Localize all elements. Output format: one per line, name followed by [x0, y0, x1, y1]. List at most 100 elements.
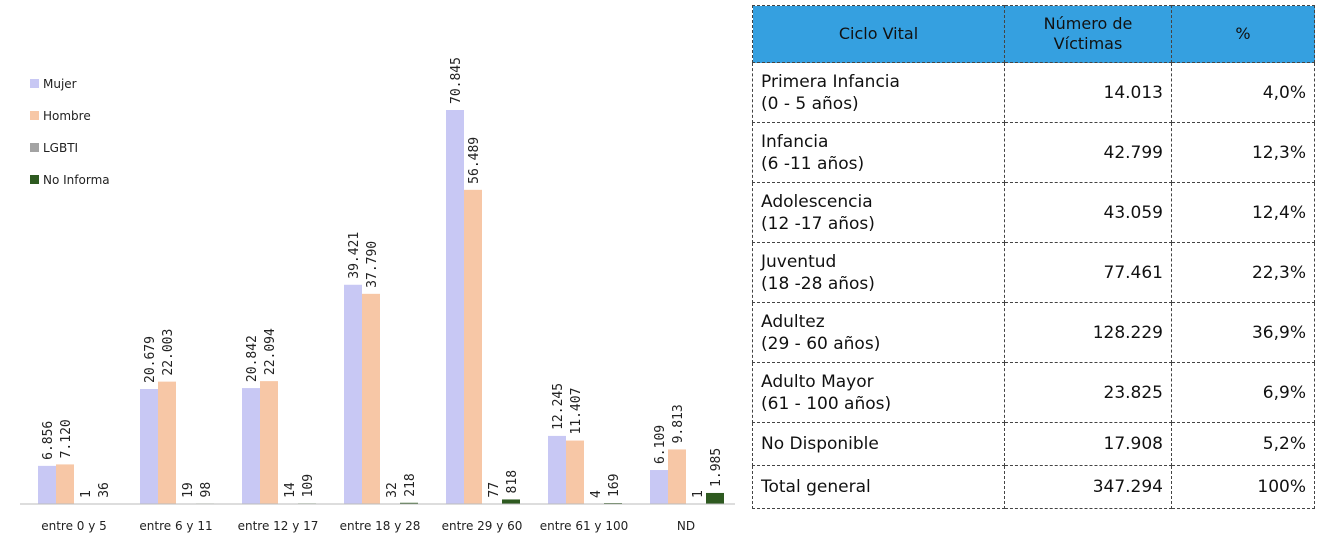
header-cell: Ciclo Vital — [752, 5, 1005, 63]
cell-pct: 12,3% — [1171, 122, 1315, 183]
row-label: No Disponible — [752, 422, 1005, 466]
legend-label: No Informa — [43, 173, 110, 187]
cell-count: 17.908 — [1004, 422, 1172, 466]
table-row: Adulto Mayor (61 - 100 años) 23.825 6,9% — [752, 362, 1315, 423]
bar — [260, 381, 278, 504]
value-label: 14 — [283, 482, 298, 498]
value-label: 7.120 — [59, 419, 74, 458]
age-range: (18 -28 años) — [761, 273, 875, 294]
stage-name: Adulto Mayor — [761, 371, 874, 392]
table-row: Adultez (29 - 60 años) 128.229 36,9% — [752, 302, 1315, 363]
cell-count: 128.229 — [1004, 302, 1172, 363]
value-label: 39.421 — [347, 232, 362, 279]
bar — [56, 464, 74, 504]
bar — [362, 293, 380, 504]
value-label: 218 — [403, 473, 418, 496]
bar — [502, 499, 520, 504]
row-label: Juventud (18 -28 años) — [752, 242, 1005, 303]
bar — [38, 465, 56, 504]
value-label: 6.109 — [653, 425, 668, 464]
table-row: Total general 347.294 100% — [752, 465, 1315, 509]
legend-swatch — [30, 111, 39, 120]
table-row: Adolescencia (12 -17 años) 43.059 12,4% — [752, 182, 1315, 243]
value-label: 36 — [97, 482, 112, 498]
cell-pct: 100% — [1171, 465, 1315, 509]
table-row: Primera Infancia (0 - 5 años) 14.013 4,0% — [752, 62, 1315, 123]
age-range: (12 -17 años) — [761, 213, 875, 234]
value-label: 4 — [589, 490, 604, 498]
stage-name: Primera Infancia — [761, 71, 900, 92]
stage-name: Adolescencia — [761, 191, 873, 212]
stage-name: Adultez — [761, 311, 825, 332]
cell-count: 42.799 — [1004, 122, 1172, 183]
cell-count: 347.294 — [1004, 465, 1172, 509]
x-tick-label: entre 18 y 28 — [340, 519, 421, 533]
value-label: 32 — [385, 482, 400, 498]
header-row: Ciclo Vital Número de Víctimas % — [752, 5, 1315, 63]
x-tick-label: entre 0 y 5 — [41, 519, 107, 533]
bar — [344, 284, 362, 504]
row-label: Adulto Mayor (61 - 100 años) — [752, 362, 1005, 423]
cell-count: 43.059 — [1004, 182, 1172, 243]
stage-name: No Disponible — [761, 434, 879, 454]
value-label: 12.245 — [551, 383, 566, 430]
value-label: 22.094 — [263, 328, 278, 375]
value-label: 20.679 — [143, 336, 158, 383]
value-label: 70.845 — [449, 57, 464, 104]
value-label: 56.489 — [467, 137, 482, 184]
row-label: Total general — [752, 465, 1005, 509]
value-label: 9.813 — [671, 404, 686, 443]
x-tick-label: entre 6 y 11 — [139, 519, 212, 533]
row-label: Infancia (6 -11 años) — [752, 122, 1005, 183]
bar — [158, 381, 176, 504]
stage-name: Total general — [761, 477, 871, 497]
header-cell: Número de Víctimas — [1004, 5, 1172, 63]
value-label: 37.790 — [365, 241, 380, 288]
age-range: (29 - 60 años) — [761, 333, 881, 354]
age-range: (0 - 5 años) — [761, 93, 859, 114]
legend-label: Hombre — [43, 109, 91, 123]
legend-label: Mujer — [43, 77, 77, 91]
cell-count: 77.461 — [1004, 242, 1172, 303]
age-range: (6 -11 años) — [761, 153, 865, 174]
cell-pct: 4,0% — [1171, 62, 1315, 123]
data-table: Ciclo Vital Número de Víctimas % Primera… — [752, 5, 1315, 509]
value-label: 818 — [505, 470, 520, 493]
x-tick-label: entre 29 y 60 — [442, 519, 523, 533]
legend-label: LGBTI — [43, 141, 78, 155]
value-label: 1 — [691, 490, 706, 498]
cell-pct: 5,2% — [1171, 422, 1315, 466]
cell-pct: 22,3% — [1171, 242, 1315, 303]
age-range: (61 - 100 años) — [761, 393, 892, 414]
cell-pct: 6,9% — [1171, 362, 1315, 423]
bar — [242, 388, 260, 504]
row-label: Adolescencia (12 -17 años) — [752, 182, 1005, 243]
bar — [706, 492, 724, 504]
header-cell: % — [1171, 5, 1315, 63]
cell-pct: 36,9% — [1171, 302, 1315, 363]
table-row: No Disponible 17.908 5,2% — [752, 422, 1315, 466]
value-label: 1.985 — [709, 448, 724, 487]
value-label: 109 — [301, 474, 316, 497]
row-label: Primera Infancia (0 - 5 años) — [752, 62, 1005, 123]
x-tick-label: entre 12 y 17 — [238, 519, 319, 533]
bar — [566, 440, 584, 504]
row-label: Adultez (29 - 60 años) — [752, 302, 1005, 363]
legend-swatch — [30, 143, 39, 152]
cell-count: 14.013 — [1004, 62, 1172, 123]
bar — [140, 388, 158, 504]
bar — [446, 110, 464, 504]
value-label: 19 — [181, 482, 196, 498]
stage-name: Infancia — [761, 131, 829, 152]
x-tick-label: ND — [677, 519, 695, 533]
table-row: Juventud (18 -28 años) 77.461 22,3% — [752, 242, 1315, 303]
value-label: 1 — [79, 490, 94, 498]
value-label: 22.003 — [161, 329, 176, 376]
table-row: Infancia (6 -11 años) 42.799 12,3% — [752, 122, 1315, 183]
legend-swatch — [30, 79, 39, 88]
bar — [400, 502, 418, 504]
x-tick-label: entre 61 y 100 — [540, 519, 628, 533]
stage-name: Juventud — [761, 251, 837, 272]
